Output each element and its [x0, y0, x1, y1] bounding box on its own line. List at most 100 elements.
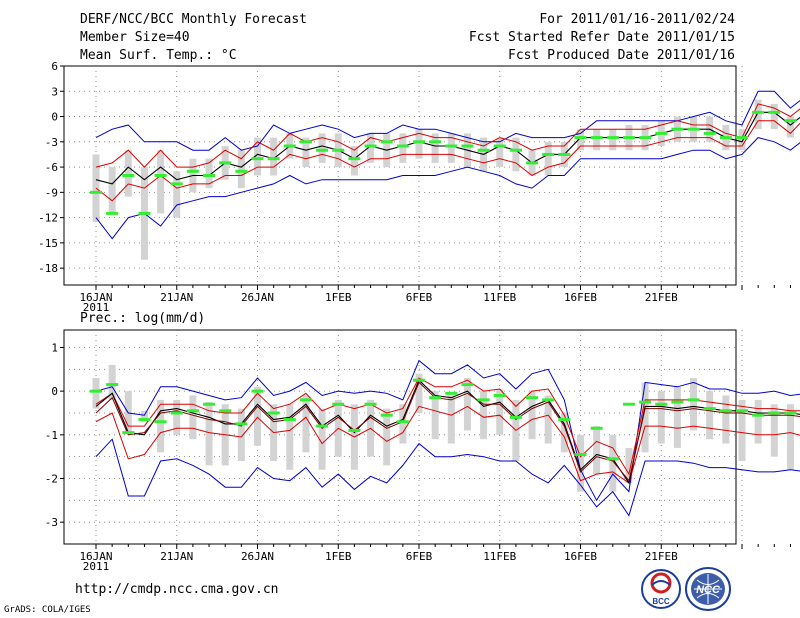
- ensemble-median-marker: [784, 411, 797, 415]
- ensemble-median-marker: [477, 148, 490, 152]
- y-tick-label: 3: [51, 85, 58, 98]
- ensemble-median-marker: [687, 398, 700, 402]
- x-tick-label: 21JAN: [160, 291, 193, 304]
- ensemble-median-marker: [316, 148, 329, 152]
- spread-box: [205, 158, 213, 189]
- source-url[interactable]: http://cmdp.ncc.cma.gov.cn: [75, 582, 279, 597]
- ensemble-median-marker: [396, 144, 409, 148]
- y-tick-label: -18: [38, 262, 58, 275]
- x-year-label: 2011: [83, 301, 110, 314]
- temperature-panel: 6 3 0 -3 -6 -9 -12 -15 -18 16JAN 21JAN 26JAN 1FEB 6FE…: [38, 60, 800, 314]
- spread-box: [593, 129, 601, 151]
- spread-box: [673, 386, 681, 448]
- ensemble-median-marker: [299, 398, 312, 402]
- series-line-upper-envelope: [95, 90, 800, 151]
- ensemble-median-marker: [170, 182, 183, 186]
- ensemble-median-marker: [655, 402, 668, 406]
- y-tick-label: 6: [51, 60, 58, 73]
- spread-box: [270, 137, 278, 176]
- ensemble-median-marker: [106, 211, 119, 215]
- ensemble-median-marker: [526, 161, 539, 165]
- spread-box: [431, 391, 439, 440]
- x-tick-label: 16JAN: [79, 550, 112, 563]
- spread-box: [754, 99, 762, 130]
- ensemble-median-marker: [170, 411, 183, 415]
- precipitation-panel: 1 0 -1 -2 -3 16JAN 21JAN 26JAN 1FEB 6FEB 11FEB 16FE…: [45, 329, 800, 573]
- spread-box: [383, 408, 391, 466]
- ensemble-median-marker: [558, 418, 571, 422]
- ensemble-median-marker: [251, 389, 264, 393]
- ensemble-median-marker: [719, 136, 732, 140]
- x-tick-label: 11FEB: [483, 550, 516, 563]
- spread-box: [367, 133, 375, 163]
- spread-box: [237, 408, 245, 462]
- ensemble-median-marker: [736, 409, 748, 413]
- ensemble-median-marker: [768, 110, 781, 114]
- forecast-start-date: Fcst Started Refer Date 2011/01/15: [468, 30, 735, 45]
- spread-box: [157, 150, 165, 214]
- ensemble-median-marker: [332, 148, 345, 152]
- spread-box: [463, 378, 471, 431]
- spread-box: [173, 171, 181, 218]
- spread-box: [92, 378, 100, 409]
- ensemble-median-marker: [235, 422, 248, 426]
- x-tick-label: 16FEB: [564, 291, 597, 304]
- x-tick-label: 16JAN: [79, 291, 112, 304]
- ensemble-median-marker: [396, 420, 409, 424]
- ensemble-median-marker: [655, 131, 668, 135]
- ensemble-median-marker: [251, 157, 264, 161]
- spread-box: [108, 167, 116, 214]
- ensemble-median-marker: [671, 127, 684, 131]
- ensemble-median-marker: [445, 391, 458, 395]
- ensemble-median-marker: [639, 400, 652, 404]
- ensemble-median-marker: [203, 174, 216, 177]
- ensemble-median-marker: [299, 140, 312, 144]
- ensemble-median-marker: [138, 211, 151, 215]
- x-tick-label: 1FEB: [325, 291, 352, 304]
- plot-frame: [63, 329, 737, 545]
- spread-box: [140, 410, 148, 422]
- spread-box: [544, 395, 552, 444]
- ensemble-median-marker: [413, 378, 425, 382]
- spread-box: [560, 412, 568, 453]
- spread-box: [690, 378, 698, 431]
- ensemble-median-marker: [380, 413, 393, 417]
- ensemble-median-marker: [90, 389, 102, 393]
- x-tick-label: 16FEB: [564, 550, 597, 563]
- x-tick-label: 21JAN: [160, 550, 193, 563]
- ensemble-median-marker: [413, 140, 425, 144]
- ensemble-median-marker: [283, 144, 296, 148]
- spread-box: [770, 404, 778, 457]
- y-tick-label: -15: [38, 237, 58, 250]
- spread-box: [657, 391, 665, 444]
- spread-box: [302, 137, 310, 168]
- ensemble-median-marker: [590, 426, 603, 430]
- ensemble-median-marker: [283, 418, 296, 422]
- x-tick-label: 26JAN: [241, 550, 274, 563]
- spread-box: [641, 382, 649, 453]
- series-line-lower-envelope: [95, 137, 800, 240]
- ensemble-median-marker: [348, 428, 361, 432]
- spread-box: [254, 137, 261, 176]
- bcc-logo: BCC: [641, 569, 681, 609]
- spread-box: [173, 399, 181, 435]
- spread-box: [754, 399, 762, 444]
- x-tick-label: 6FEB: [406, 550, 433, 563]
- ensemble-median-marker: [671, 400, 684, 404]
- spread-box: [318, 408, 326, 470]
- ensemble-median-marker: [590, 136, 603, 140]
- ensemble-median-marker: [622, 136, 635, 140]
- spread-box: [447, 133, 455, 163]
- spread-box: [577, 129, 584, 151]
- variable-label-temperature: Mean Surf. Temp.: °C: [80, 48, 237, 63]
- ensemble-median-marker: [558, 152, 571, 156]
- spread-box: [722, 395, 730, 444]
- y-tick-label: -3: [45, 516, 58, 529]
- ensemble-median-marker: [235, 169, 248, 173]
- ensemble-median-marker: [703, 407, 716, 411]
- ensemble-median-marker: [138, 418, 151, 422]
- spread-box: [415, 373, 423, 413]
- ensemble-median-marker: [364, 144, 377, 148]
- ensemble-median-marker: [219, 161, 232, 165]
- spread-box: [609, 129, 617, 151]
